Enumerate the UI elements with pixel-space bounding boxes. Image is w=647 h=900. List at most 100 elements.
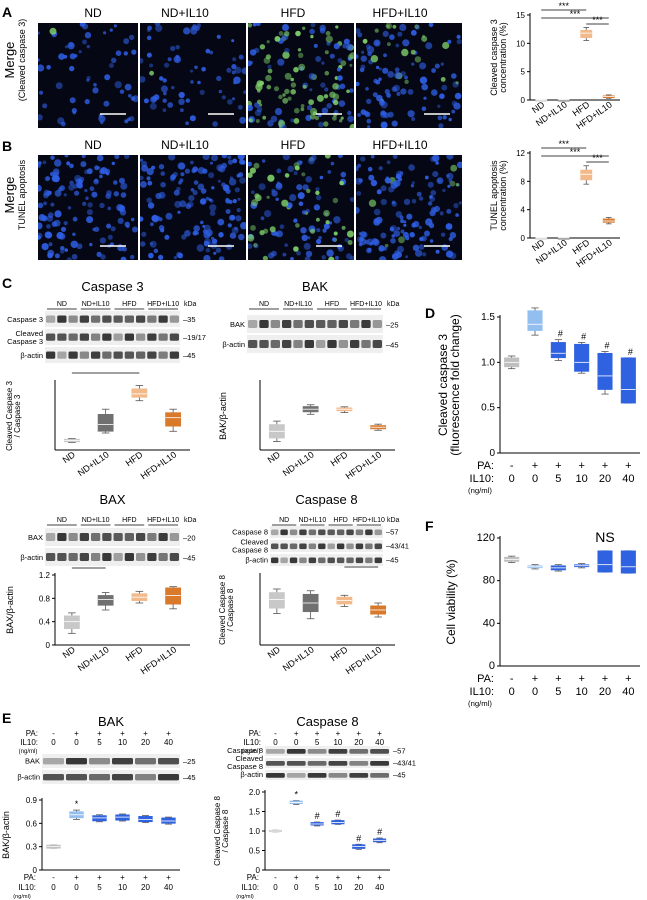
nucleus	[38, 202, 44, 209]
nucleus	[393, 84, 400, 92]
b-condition-2: ND+IL10	[161, 138, 209, 152]
nucleus	[248, 23, 253, 28]
nucleus	[73, 54, 78, 58]
nucleus	[380, 111, 388, 119]
nucleus	[380, 198, 387, 206]
nucleus	[309, 28, 315, 35]
nucleus	[366, 118, 372, 124]
nucleus	[120, 192, 127, 198]
nucleus	[162, 78, 167, 83]
nucleus	[171, 86, 175, 90]
protein-band	[147, 315, 157, 323]
nucleus	[72, 216, 78, 222]
protein-band	[68, 315, 78, 323]
protein-band	[124, 553, 134, 561]
nucleus	[308, 99, 314, 106]
group-label: ND+IL10	[82, 517, 110, 524]
blot-row-label: Cleaved	[240, 537, 268, 546]
protein-band	[136, 333, 146, 341]
y-tick-label: 12	[516, 149, 525, 158]
nucleus	[333, 43, 340, 50]
nucleus	[254, 193, 260, 199]
pa-value: +	[143, 873, 148, 882]
protein-band	[135, 758, 156, 765]
nucleus	[241, 67, 246, 75]
pa-value: +	[336, 729, 341, 738]
a-micrograph-nd	[38, 23, 138, 128]
nucleus	[86, 168, 93, 175]
protein-band	[282, 340, 292, 348]
pa-value: +	[336, 873, 341, 882]
il10-value: 10	[333, 883, 342, 892]
nucleus	[160, 181, 166, 188]
nucleus	[193, 225, 200, 232]
box	[620, 550, 636, 574]
x-category-label: ND	[266, 644, 283, 660]
nucleus	[50, 155, 55, 160]
nucleus	[218, 232, 224, 237]
panel-label-e: E	[2, 710, 12, 726]
protein-band	[365, 543, 373, 550]
nucleus	[229, 214, 236, 221]
nucleus	[202, 168, 208, 174]
nucleus	[107, 234, 113, 240]
y-tick-label: 0.6	[26, 819, 38, 828]
protein-band	[282, 320, 292, 328]
panel-label-c: C	[2, 275, 13, 291]
nucleus	[416, 191, 422, 197]
il10-value: 20	[354, 738, 363, 747]
protein-band	[318, 557, 326, 564]
nucleus	[411, 117, 416, 121]
nucleus	[130, 254, 135, 260]
nucleus	[201, 66, 206, 72]
protein-band	[91, 553, 101, 561]
kda-value: –45	[386, 556, 399, 565]
nucleus	[438, 123, 444, 128]
protein-band	[270, 320, 280, 328]
nucleus	[383, 246, 388, 251]
nucleus	[167, 102, 174, 108]
blot-row-label: β-actin	[240, 770, 263, 779]
nucleus	[140, 158, 143, 162]
significance-stars: *	[359, 565, 363, 568]
nucleus	[45, 176, 51, 181]
protein-band	[299, 557, 307, 564]
nucleus	[341, 225, 346, 230]
a-condition-3: HFD	[280, 6, 306, 20]
nucleus	[357, 113, 361, 117]
protein-band	[299, 543, 307, 550]
nucleus	[362, 38, 368, 44]
nucleus	[347, 115, 354, 123]
nucleus	[319, 28, 326, 34]
protein-band	[169, 333, 179, 341]
nucleus	[239, 116, 246, 124]
nucleus	[114, 155, 120, 160]
protein-band	[113, 333, 123, 341]
protein-band	[91, 351, 101, 359]
nucleus	[236, 208, 241, 213]
nucleus	[447, 39, 452, 44]
il10-value: 40	[622, 686, 634, 698]
pa-value: -	[52, 729, 55, 738]
pa-label: PA:	[24, 873, 36, 882]
nucleus	[46, 224, 51, 229]
nucleus	[448, 179, 453, 183]
nucleus	[316, 94, 324, 102]
nucleus	[113, 24, 117, 28]
protein-band	[46, 351, 56, 359]
nucleus	[117, 217, 124, 224]
nucleus	[271, 188, 276, 193]
nucleus	[294, 165, 300, 171]
nucleus	[248, 104, 253, 112]
nucleus	[378, 245, 385, 252]
il10-value: 0	[273, 738, 278, 747]
protein-band	[158, 315, 168, 323]
il10-value: 5	[315, 738, 320, 747]
significance-stars: ***	[570, 9, 581, 19]
blot-title: Caspase 8	[295, 492, 357, 507]
a-condition-2: ND+IL10	[161, 6, 209, 20]
nucleus	[253, 243, 259, 249]
nucleus	[168, 155, 176, 161]
nucleus	[378, 77, 382, 81]
nucleus	[99, 168, 105, 175]
